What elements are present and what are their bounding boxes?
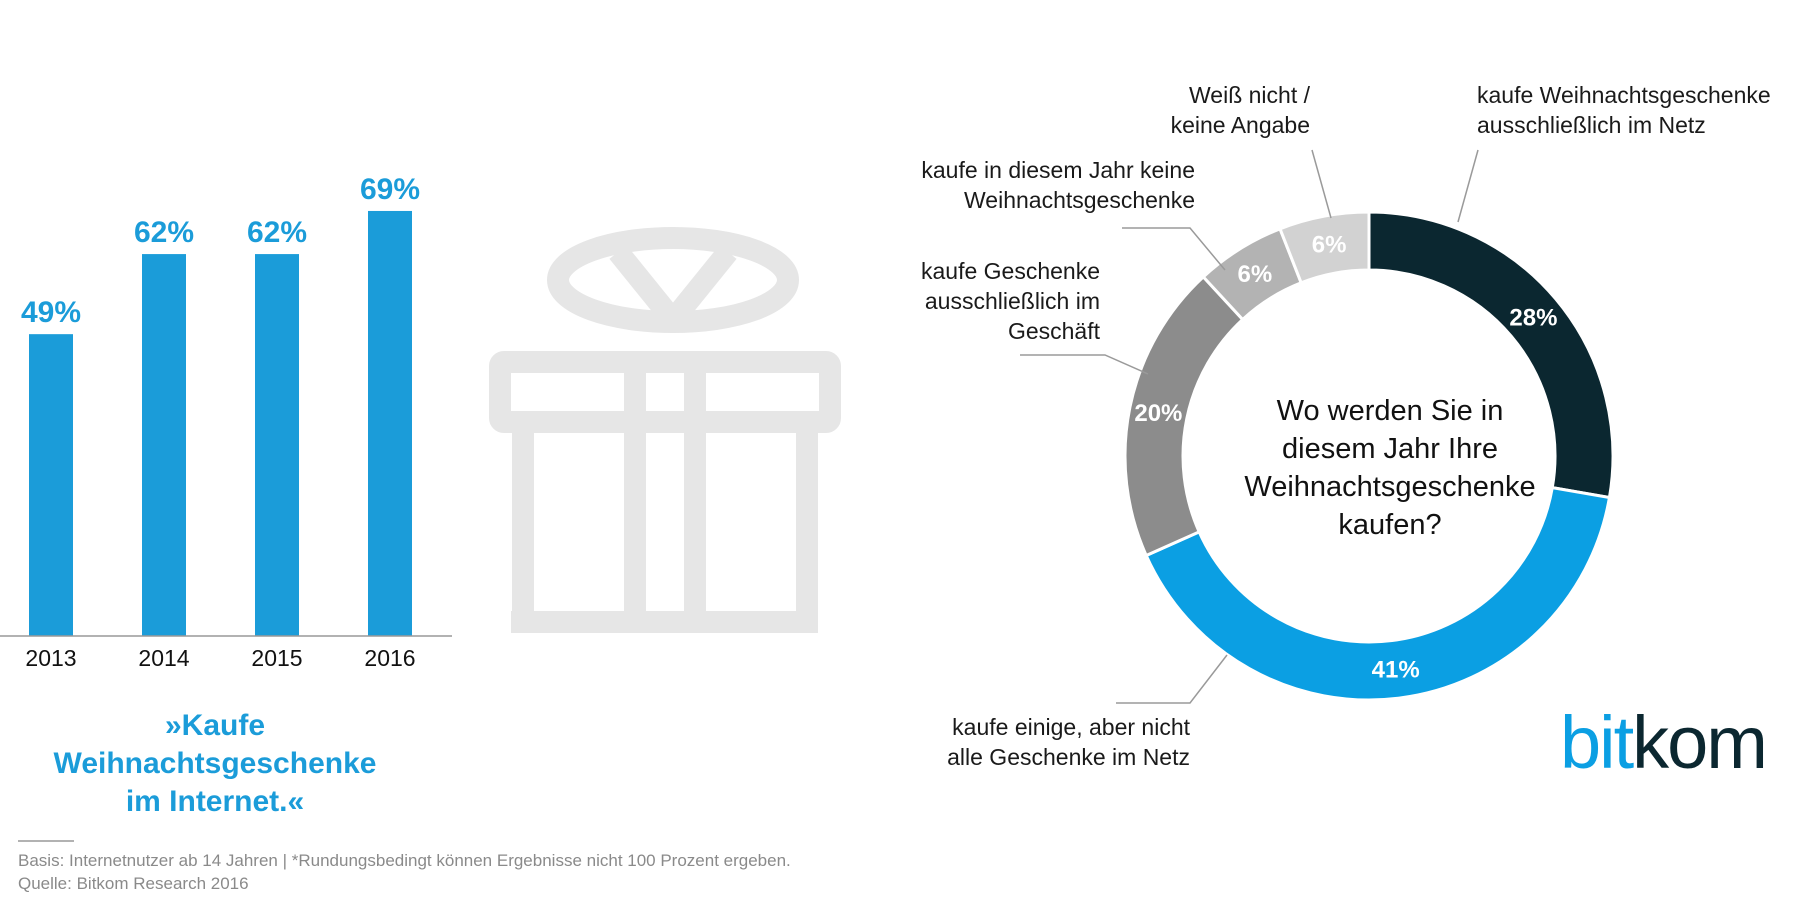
leader-line-einige: [1116, 654, 1228, 704]
bar-2014: [142, 254, 186, 636]
donut-slice-label: 41%: [1372, 656, 1420, 683]
donut-slice-label: 28%: [1509, 305, 1557, 332]
leader-lines: [1020, 149, 1479, 704]
label-keine-geschenke: kaufe in diesem Jahr keine Weihnachtsges…: [921, 157, 1195, 213]
logo-part2: kom: [1632, 701, 1768, 784]
bar-value-label: 69%: [360, 173, 420, 206]
bar-value-label: 62%: [247, 216, 307, 249]
bar-2016: [368, 210, 412, 636]
x-tick-label: 2015: [251, 645, 302, 671]
bar-value-label: 62%: [134, 216, 194, 249]
label-ausschliesslich-netz: kaufe Weihnachtsgeschenke ausschließlich…: [1477, 82, 1771, 138]
leader-line-weiss-nicht: [1311, 149, 1332, 219]
bitkom-logo: bitkom: [1560, 706, 1768, 780]
leader-line-netz: [1457, 149, 1479, 223]
gift-ribbon: [624, 351, 706, 633]
footer-source: Quelle: Bitkom Research 2016: [18, 874, 249, 893]
donut-slice-label: 20%: [1134, 400, 1182, 427]
bar-2015: [255, 254, 299, 636]
donut-slice: [1144, 485, 1612, 702]
x-tick-label: 2016: [364, 645, 415, 671]
x-tick-label: 2013: [25, 645, 76, 671]
footer-basis: Basis: Internetnutzer ab 14 Jahren | *Ru…: [18, 851, 791, 870]
leader-line-keine: [1122, 227, 1226, 271]
bar-chart: 49% 2013 62% 2014 62% 2015 69% 2016: [21, 173, 420, 671]
gift-icon: [547, 227, 799, 333]
gift-box: [512, 411, 818, 633]
label-weiss-nicht: Weiß nicht / keine Angabe: [1170, 82, 1310, 138]
bar-value-label: 49%: [21, 296, 81, 329]
donut-chart: 28% 41% 20% 6% 6%: [1123, 210, 1615, 702]
gift-box-base: [511, 611, 818, 633]
bar-2013: [29, 334, 73, 636]
label-einige-netz: kaufe einige, aber nicht alle Geschenke …: [947, 714, 1190, 770]
bar-chart-caption: »Kaufe Weihnachtsgeschenke im Internet.«: [53, 709, 377, 818]
donut-slice: [1278, 210, 1371, 285]
donut-question: Wo werden Sie in diesem Jahr Ihre Weihna…: [1244, 395, 1536, 541]
donut-slice-label: 6%: [1312, 232, 1347, 259]
x-tick-label: 2014: [138, 645, 189, 671]
logo-part1: bit: [1560, 701, 1634, 784]
leader-line-geschaeft: [1020, 354, 1149, 375]
donut-slice-label: 6%: [1237, 261, 1272, 288]
label-ausschliesslich-geschaeft: kaufe Geschenke ausschließlich im Geschä…: [920, 258, 1100, 344]
